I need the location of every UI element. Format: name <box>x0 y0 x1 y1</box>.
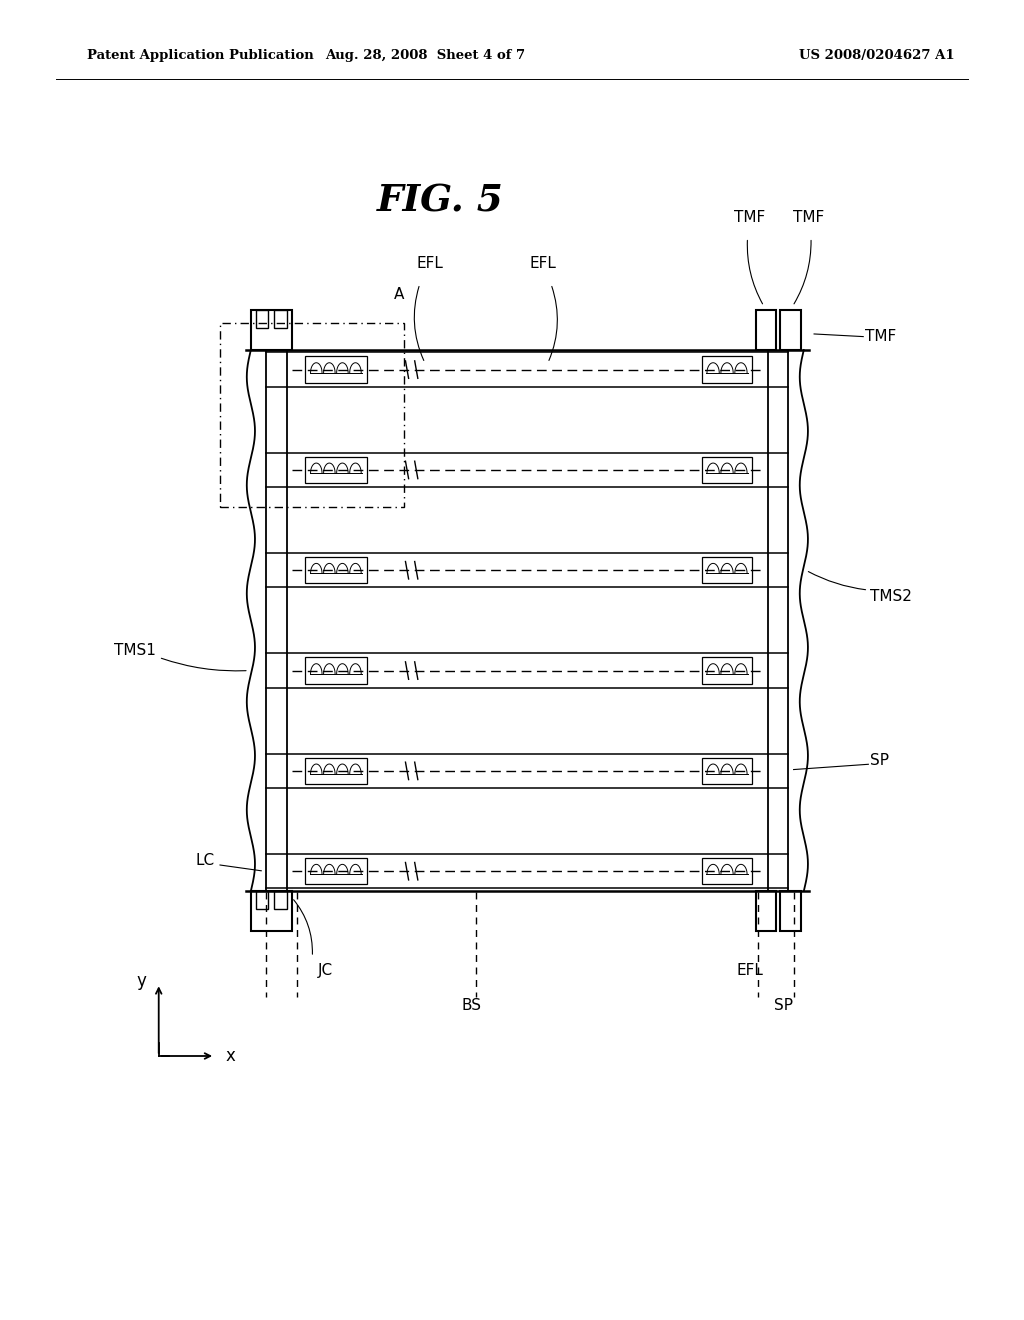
Bar <box>702 657 752 684</box>
Text: TMF: TMF <box>865 329 897 345</box>
Bar <box>220 323 404 507</box>
Text: y: y <box>136 972 146 990</box>
Bar <box>274 891 287 908</box>
Text: A: A <box>394 286 404 302</box>
Bar <box>780 310 801 350</box>
Bar <box>305 657 367 684</box>
Bar <box>305 858 367 884</box>
Text: LC: LC <box>196 853 215 869</box>
Text: Patent Application Publication: Patent Application Publication <box>87 49 313 62</box>
Bar <box>702 457 752 483</box>
Bar <box>251 891 292 931</box>
Bar <box>251 310 292 350</box>
Text: TMF: TMF <box>734 210 765 226</box>
Bar <box>780 891 801 931</box>
Bar <box>274 310 287 327</box>
Bar <box>256 891 268 908</box>
Text: x: x <box>225 1047 236 1065</box>
Text: EFL: EFL <box>736 962 763 978</box>
Bar <box>702 356 752 383</box>
Text: BS: BS <box>461 998 481 1014</box>
Text: EFL: EFL <box>417 256 443 272</box>
Bar <box>756 891 776 931</box>
Text: TMS1: TMS1 <box>114 643 156 659</box>
Text: JC: JC <box>317 962 333 978</box>
Text: TMF: TMF <box>794 210 824 226</box>
Bar <box>305 758 367 784</box>
Text: Aug. 28, 2008  Sheet 4 of 7: Aug. 28, 2008 Sheet 4 of 7 <box>325 49 525 62</box>
Bar <box>702 557 752 583</box>
Bar <box>702 858 752 884</box>
Text: TMS2: TMS2 <box>870 589 912 605</box>
Text: SP: SP <box>870 752 890 768</box>
Text: FIG. 5: FIG. 5 <box>377 182 504 219</box>
Text: SP: SP <box>774 998 793 1014</box>
Bar <box>756 310 776 350</box>
Bar <box>256 310 268 327</box>
Bar <box>305 356 367 383</box>
Bar <box>305 557 367 583</box>
Bar <box>305 457 367 483</box>
Text: US 2008/0204627 A1: US 2008/0204627 A1 <box>799 49 954 62</box>
Bar <box>702 758 752 784</box>
Text: EFL: EFL <box>529 256 556 272</box>
